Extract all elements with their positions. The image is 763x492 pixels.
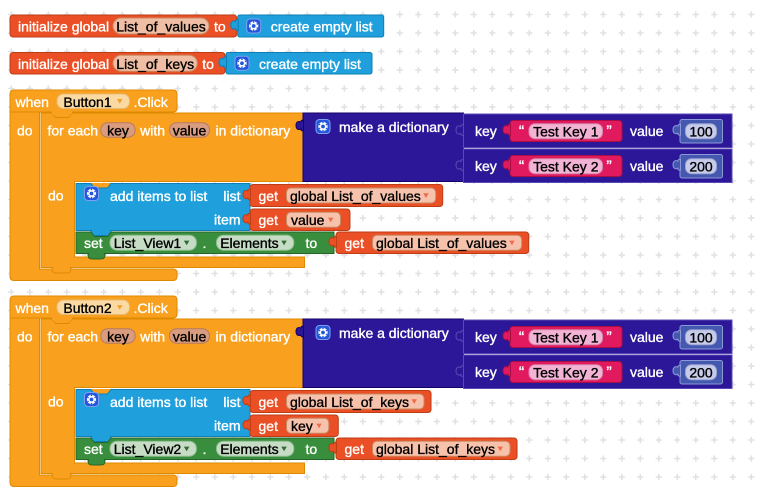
svg-text:for each: for each [48,123,99,139]
svg-text:to: to [306,441,318,457]
svg-text:List_of_values: List_of_values [116,19,206,35]
svg-text:value: value [173,122,207,138]
svg-text:global List_of_keys: global List_of_keys [376,441,495,457]
svg-text:with: with [139,123,165,139]
svg-text:Button2: Button2 [63,300,111,316]
svg-text:add items to list: add items to list [110,188,207,204]
svg-text:“: “ [519,159,524,176]
svg-text:initialize global: initialize global [18,19,109,35]
svg-text:value: value [630,123,664,139]
svg-text:value: value [173,328,207,344]
svg-text:value: value [630,158,664,174]
svg-text:get: get [259,212,279,228]
svg-text:key: key [291,418,313,434]
svg-text:global List_of_values: global List_of_values [290,188,421,204]
svg-text:100: 100 [689,124,713,140]
svg-text:“: “ [519,330,524,347]
svg-text:in dictionary: in dictionary [216,123,291,139]
svg-text:“: “ [519,124,524,141]
svg-text:initialize global: initialize global [18,56,109,72]
svg-text:100: 100 [689,330,713,346]
svg-text:Button1: Button1 [63,94,111,110]
svg-text:”: ” [606,159,611,176]
svg-text:Test Key 1: Test Key 1 [533,330,599,346]
svg-text:do: do [48,188,64,204]
svg-text:do: do [17,123,33,139]
svg-text:in dictionary: in dictionary [216,329,291,345]
svg-text:when: when [15,300,49,316]
svg-text:List_of_keys: List_of_keys [116,56,194,72]
svg-text:“: “ [519,365,524,382]
svg-text:add items to list: add items to list [110,394,207,410]
svg-text:key: key [475,329,497,345]
svg-text:set: set [84,441,103,457]
svg-text:to: to [214,19,226,35]
svg-text:200: 200 [689,159,713,175]
svg-text:Test Key 1: Test Key 1 [533,124,599,140]
svg-text:list: list [223,188,240,204]
svg-text:get: get [259,418,279,434]
svg-text:when: when [15,94,49,110]
svg-text:to: to [306,235,318,251]
svg-text:value: value [630,364,664,380]
svg-text:.Click: .Click [134,94,169,110]
svg-text:for each: for each [48,329,99,345]
svg-text:value: value [291,212,325,228]
svg-text:”: ” [606,330,611,347]
svg-text:get: get [259,394,279,410]
svg-text:global List_of_values: global List_of_values [376,235,507,251]
svg-text:.Click: .Click [134,300,169,316]
svg-text:key: key [107,328,129,344]
svg-text:key: key [475,123,497,139]
svg-text:Test Key 2: Test Key 2 [533,159,599,175]
svg-text:do: do [48,394,64,410]
svg-text:”: ” [606,124,611,141]
svg-text:item: item [214,418,240,434]
svg-text:.: . [203,441,207,457]
svg-text:make a dictionary: make a dictionary [339,325,449,341]
svg-text:get: get [259,188,279,204]
svg-text:Test Key 2: Test Key 2 [533,365,599,381]
svg-text:with: with [139,329,165,345]
svg-text:List_View2: List_View2 [114,441,182,457]
svg-text:create empty list: create empty list [259,56,361,72]
svg-text:create empty list: create empty list [271,19,373,35]
svg-text:key: key [107,122,129,138]
svg-text:value: value [630,329,664,345]
svg-text:get: get [345,441,365,457]
svg-text:list: list [223,394,240,410]
svg-text:Elements: Elements [220,441,278,457]
svg-text:set: set [84,235,103,251]
svg-text:200: 200 [689,365,713,381]
svg-text:to: to [202,56,214,72]
svg-text:Elements: Elements [220,235,278,251]
svg-text:key: key [475,364,497,380]
svg-text:item: item [214,212,240,228]
svg-text:get: get [345,235,365,251]
svg-text:List_View1: List_View1 [114,235,182,251]
svg-text:”: ” [606,365,611,382]
svg-text:.: . [203,235,207,251]
svg-text:make a dictionary: make a dictionary [339,119,449,135]
svg-text:do: do [17,329,33,345]
svg-text:key: key [475,158,497,174]
svg-text:global List_of_keys: global List_of_keys [290,394,409,410]
